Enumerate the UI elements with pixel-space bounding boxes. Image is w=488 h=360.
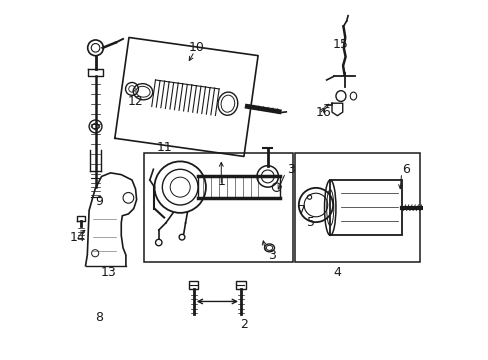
Bar (294, 153, 419, 262)
Text: 15: 15 (332, 38, 348, 51)
Text: 10: 10 (188, 41, 204, 54)
Text: 12: 12 (127, 95, 143, 108)
Bar (189, 281, 198, 289)
Text: 1: 1 (217, 175, 225, 188)
Text: 5: 5 (306, 216, 314, 229)
Text: 14: 14 (70, 231, 85, 244)
Bar (329, 180, 401, 235)
Text: 3: 3 (267, 248, 275, 261)
Text: 4: 4 (333, 266, 341, 279)
Text: 3: 3 (287, 163, 295, 176)
Text: 16: 16 (315, 105, 331, 119)
Text: 7: 7 (297, 204, 305, 217)
Text: 8: 8 (95, 311, 102, 324)
Text: 11: 11 (156, 141, 172, 154)
Bar (144, 153, 292, 262)
Text: 6: 6 (401, 163, 409, 176)
Text: 2: 2 (240, 318, 248, 331)
Text: 9: 9 (95, 195, 102, 208)
Bar (236, 281, 245, 289)
Text: 13: 13 (101, 266, 117, 279)
